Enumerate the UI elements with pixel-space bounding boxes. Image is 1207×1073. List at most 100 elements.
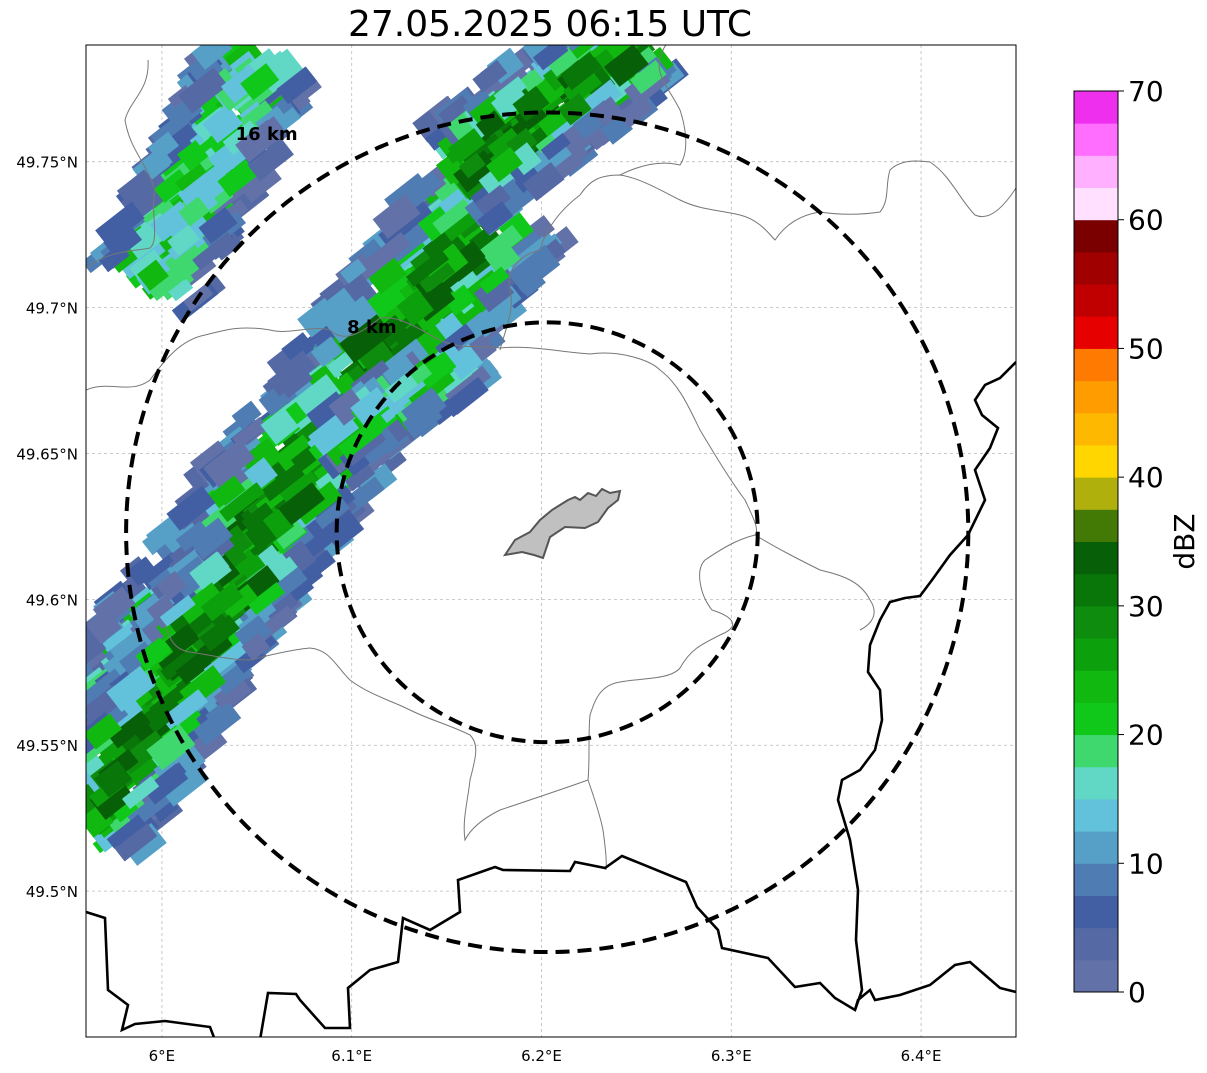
echo-cell [582, 79, 622, 116]
echo-cell [350, 386, 391, 426]
colorbar-tick-label: 20 [1128, 719, 1164, 752]
echo-cell [372, 193, 421, 239]
echo-cell [86, 713, 102, 750]
colorbar-tick-label: 60 [1128, 204, 1164, 237]
echo-cell [121, 776, 160, 810]
canton-boundaries [86, 45, 1016, 871]
echo-cell [522, 45, 572, 67]
echo-cell [618, 94, 654, 128]
echo-cell [522, 161, 565, 202]
echo-cell [92, 586, 136, 627]
lat-tick-label: 49.6°N [26, 591, 78, 609]
precipitation-echoes [36, 0, 689, 866]
colorbar-frame [1073, 90, 1119, 993]
echo-cell [86, 658, 95, 689]
colorbar-label: dBZ [1168, 513, 1201, 569]
colorbar-segment [1074, 638, 1118, 671]
lat-tick-label: 49.55°N [16, 737, 78, 755]
echo-cell [327, 349, 356, 376]
echo-cell [603, 45, 649, 87]
echo-cell [167, 689, 209, 726]
echo-cell [159, 594, 196, 627]
echo-cell [490, 83, 530, 121]
echo-cell [177, 582, 224, 625]
echo-cell [589, 0, 626, 25]
echo-cell [165, 623, 200, 657]
echo-cell [231, 400, 262, 430]
colorbar-segment [1074, 380, 1118, 414]
lon-tick-label: 6.4°E [901, 1047, 942, 1065]
echo-cell [86, 769, 100, 810]
echo-cell [95, 201, 145, 247]
echo-cell [234, 615, 273, 652]
echo-cell [401, 387, 447, 431]
echo-cell [36, 758, 77, 795]
colorbar-segment [1074, 251, 1118, 285]
echo-cell [241, 502, 274, 532]
colorbar-segment [1074, 863, 1118, 896]
echo-cell [505, 127, 538, 159]
echo-cell [587, 0, 631, 34]
echo-cell [177, 139, 209, 171]
echo-cell [103, 222, 143, 260]
echo-cell [153, 167, 192, 204]
echo-cell [108, 710, 151, 749]
colorbar-segment [1074, 959, 1118, 993]
echo-cell [363, 232, 411, 275]
echo-cell [106, 814, 146, 849]
range-rings: 8 km 16 km [124, 110, 971, 955]
range-ring [334, 320, 760, 745]
echo-cell [339, 258, 367, 284]
lon-tick-label: 6°E [149, 1047, 176, 1065]
echo-cell [357, 338, 397, 377]
echo-cell [600, 6, 629, 34]
echo-cell [322, 287, 359, 324]
echo-cell [193, 702, 242, 746]
echo-cell [170, 244, 209, 281]
echo-cell [148, 520, 178, 547]
echo-cell [89, 777, 135, 821]
echo-cell [129, 249, 165, 282]
lon-tick-label: 6.1°E [331, 1047, 372, 1065]
echo-cell [569, 45, 597, 59]
echo-cell [340, 458, 376, 492]
echo-cell [472, 59, 508, 93]
colorbar-tick-label: 70 [1128, 75, 1164, 108]
echo-cell [484, 240, 521, 276]
colorbar-segment [1074, 348, 1118, 382]
colorbar-tick-label: 0 [1128, 976, 1146, 1009]
echo-cell [167, 224, 200, 256]
echo-cell [139, 552, 182, 591]
colorbar-tick-label: 30 [1128, 590, 1164, 623]
echo-cell [247, 138, 294, 181]
echo-cell [384, 371, 419, 404]
echo-cell [200, 582, 244, 622]
echo-cell [188, 517, 233, 560]
echo-cell [322, 509, 365, 550]
echo-cell [86, 783, 102, 830]
echo-cell [157, 758, 210, 807]
colorbar-segment [1074, 895, 1118, 929]
colorbar-segment [1074, 316, 1118, 349]
colorbar-segment [1074, 284, 1118, 317]
colorbar-segment [1074, 477, 1118, 510]
echo-cell [477, 201, 514, 236]
echo-cell [116, 169, 155, 204]
echo-cell [219, 584, 259, 620]
echo-cell [325, 295, 379, 345]
echo-cell [276, 66, 318, 105]
colorbar-segment [1074, 766, 1118, 800]
colorbar-segment [1074, 573, 1118, 607]
colorbar-segment [1074, 605, 1118, 639]
lon-tick-label: 6.3°E [711, 1047, 752, 1065]
echo-cell [86, 751, 107, 783]
colorbar-segment [1074, 541, 1118, 575]
echo-cell [136, 259, 169, 291]
lat-tick-label: 49.5°N [26, 883, 78, 901]
echo-cell [358, 427, 399, 465]
echo-cell [142, 763, 189, 805]
colorbar-tick-label: 10 [1128, 847, 1164, 880]
echo-cell [405, 249, 450, 287]
echo-cell [368, 289, 401, 321]
echo-cell [339, 314, 392, 364]
